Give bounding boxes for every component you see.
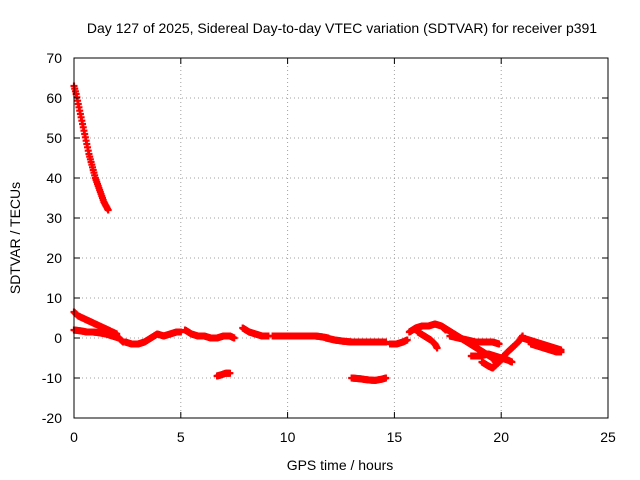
series-arc-2 [121, 328, 185, 348]
series-arc-6 [269, 332, 332, 342]
y-tick-label: 0 [54, 330, 62, 346]
x-tick-label: 10 [280, 429, 296, 445]
series-arc-lower-left [70, 326, 127, 346]
plot-frame [73, 57, 609, 419]
x-tick-label: 25 [600, 429, 616, 445]
data-point [226, 369, 234, 377]
chart-title: Day 127 of 2025, Sidereal Day-to-day VTE… [87, 20, 597, 36]
x-tick-label: 20 [493, 429, 509, 445]
y-axis-title: SDTVAR / TECUs [7, 182, 23, 294]
y-tick-label: -20 [42, 410, 62, 426]
y-tick-label: 70 [46, 50, 62, 66]
data-point [557, 348, 565, 356]
y-tick-label: 30 [46, 210, 62, 226]
series-arc-7 [322, 334, 390, 346]
y-tick-label: 20 [46, 250, 62, 266]
series-arc-5 [239, 324, 272, 340]
y-tick-label: 60 [46, 90, 62, 106]
data-point [104, 206, 112, 214]
data-point [508, 358, 516, 366]
series-arc-13 [446, 332, 503, 348]
series-arc-17 [527, 340, 565, 356]
series-arc-11 [414, 328, 441, 352]
series-arc-15 [478, 332, 527, 372]
data-point [177, 328, 185, 336]
series-descending-arc [70, 82, 112, 214]
series-arc-4 [213, 369, 234, 380]
y-tick-label: -10 [42, 370, 62, 386]
y-tick-label: 10 [46, 290, 62, 306]
series-arc-3 [181, 326, 238, 342]
series-arc-9 [386, 336, 411, 348]
data-point [230, 334, 238, 342]
y-tick-label: 40 [46, 170, 62, 186]
series-arc-8 [348, 374, 390, 384]
data-points [70, 82, 565, 384]
data-point [495, 340, 503, 348]
x-axis-title: GPS time / hours [287, 457, 394, 473]
x-tick-label: 15 [387, 429, 403, 445]
x-axis-ticks: 0 5 10 15 20 25 [70, 58, 616, 445]
x-tick-label: 0 [70, 429, 78, 445]
grid [74, 58, 608, 418]
y-tick-label: 50 [46, 130, 62, 146]
data-point [382, 338, 390, 346]
x-tick-label: 5 [177, 429, 185, 445]
data-point [382, 374, 390, 382]
data-point [433, 344, 441, 352]
data-point [403, 336, 411, 344]
y-axis-ticks: -20 -10 0 10 20 30 40 50 60 70 [42, 50, 608, 426]
